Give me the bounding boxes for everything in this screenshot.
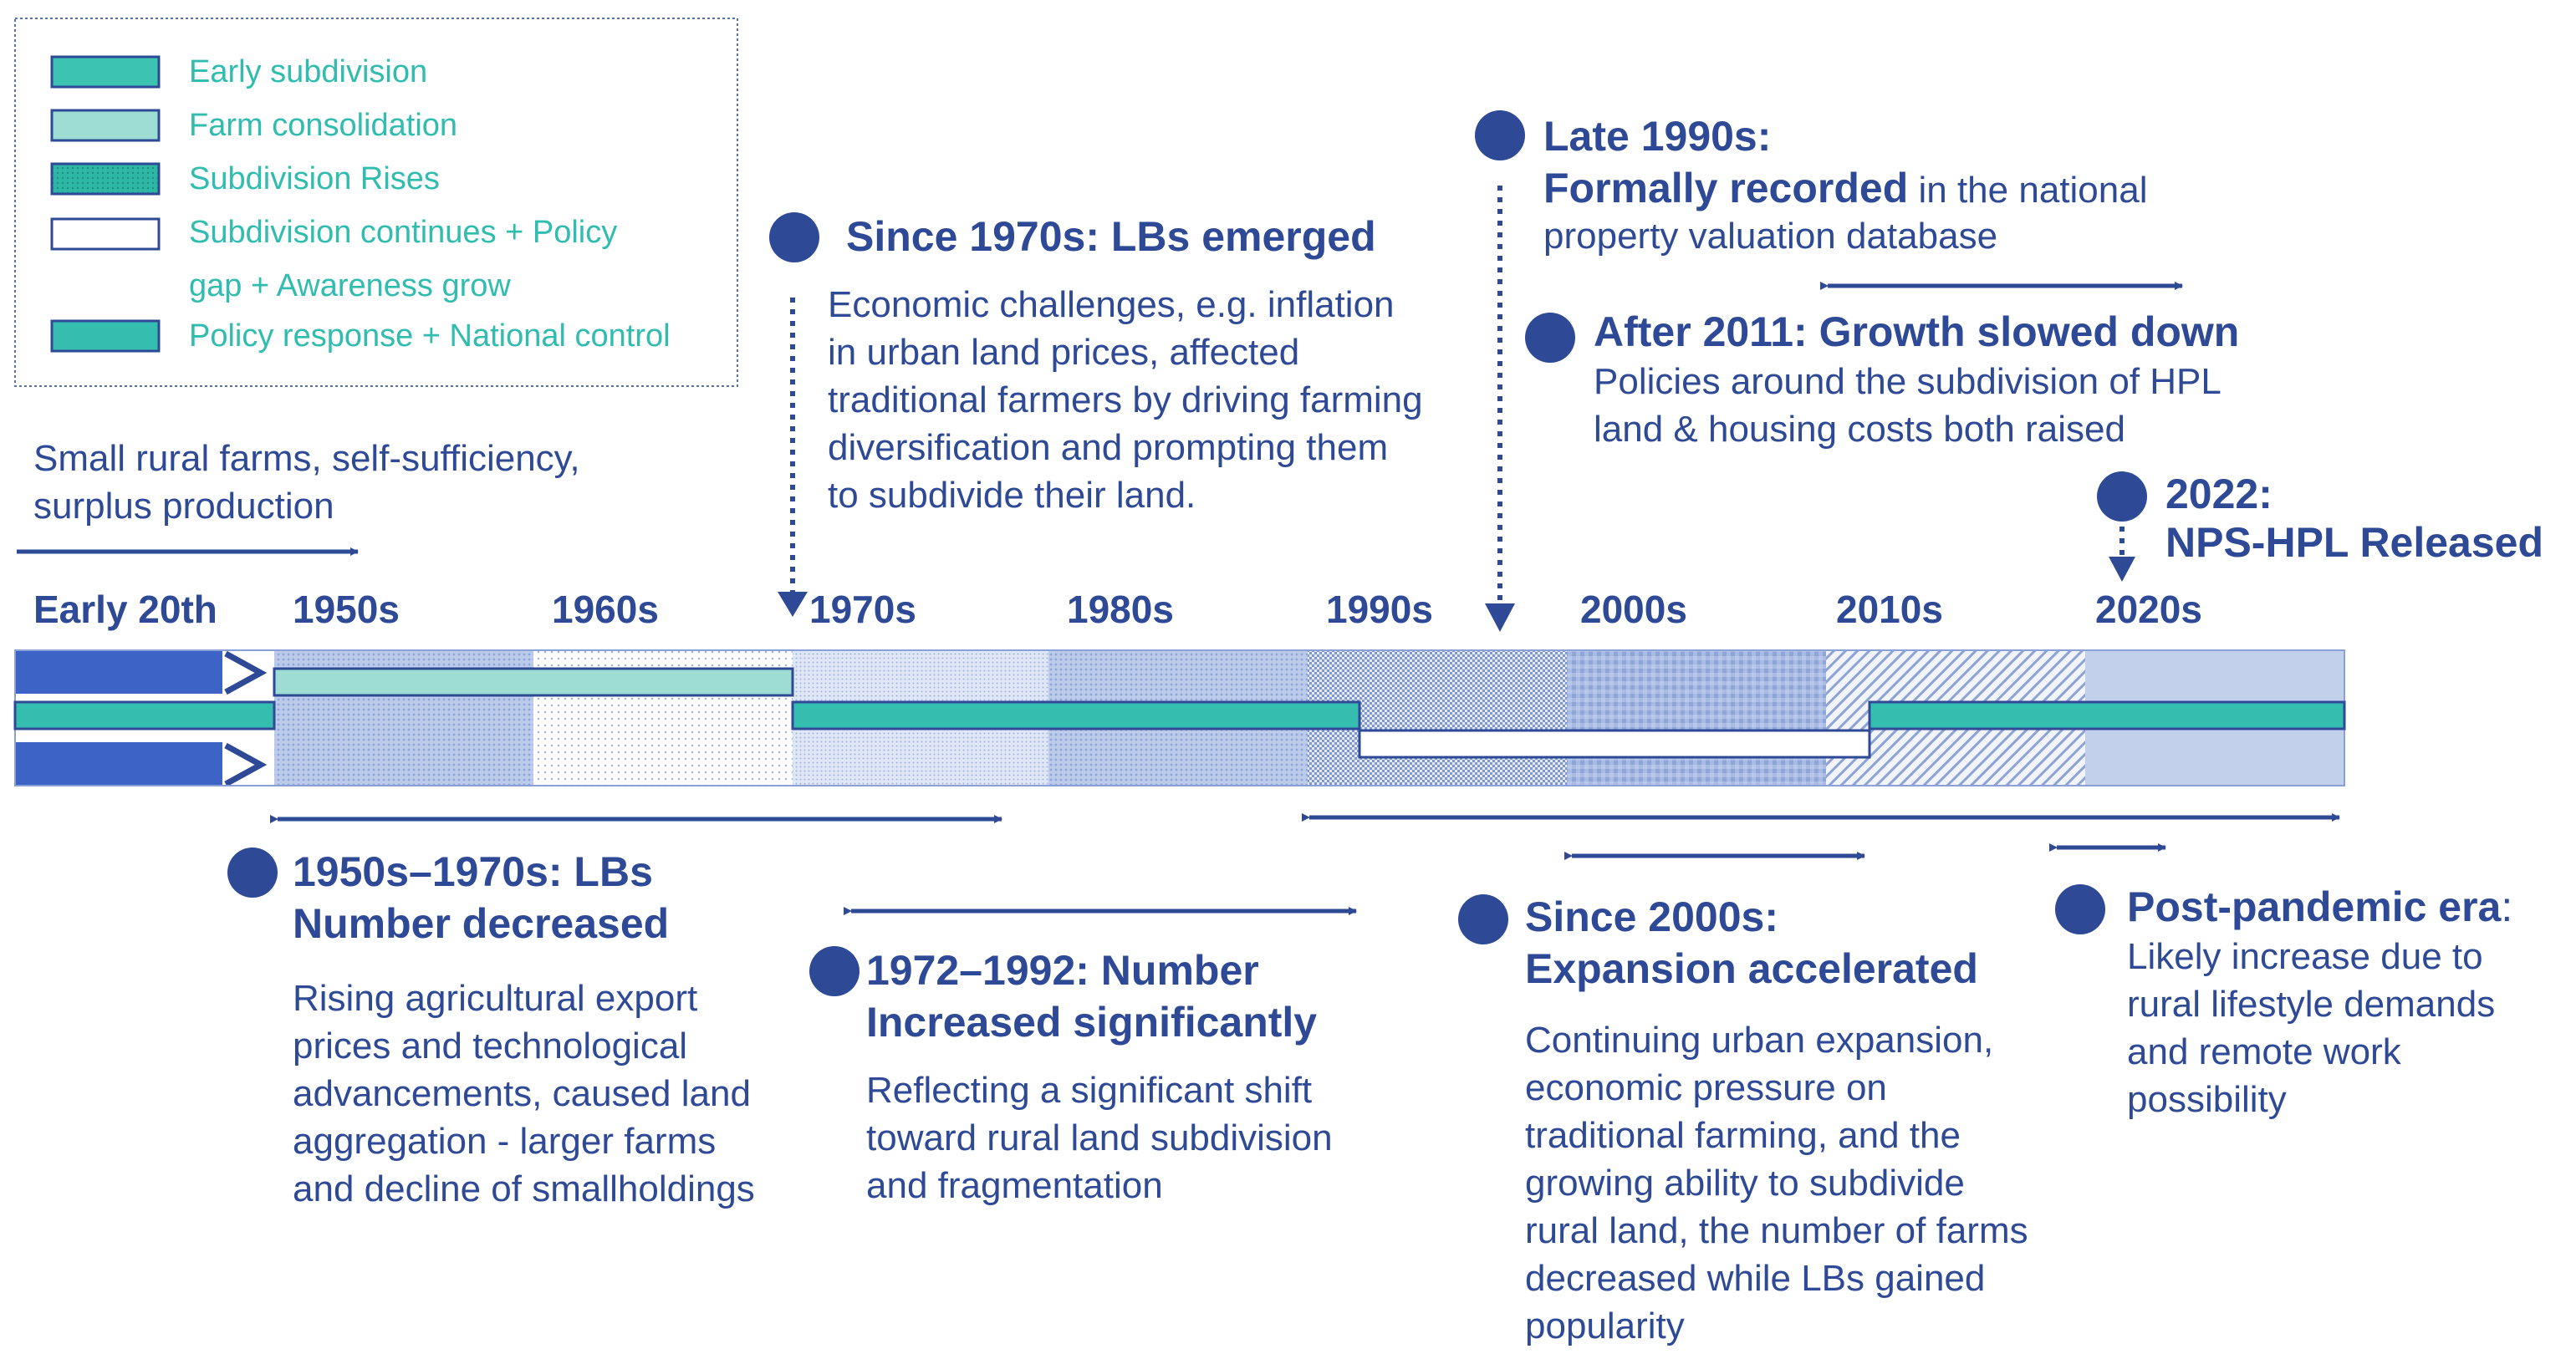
band-national-control [1868, 700, 2346, 730]
since1970-title: Since 1970s: LBs emerged [846, 213, 1376, 260]
e1972-line: Reflecting a significant shift [866, 1070, 1313, 1111]
legend-label-policy-gap-line2: gap + Awareness grow [189, 268, 511, 303]
band-early-subdivision [13, 700, 276, 730]
after2011-line: Policies around the subdivision of HPL [1594, 361, 2221, 402]
chevron-icon [224, 742, 268, 787]
legend-label-early: Early subdivision [189, 54, 428, 89]
late1990-bold: Formally recorded [1543, 165, 1909, 211]
since1970-line: diversification and prompting them [828, 427, 1389, 468]
band-farm-consolidation [273, 667, 794, 697]
e1972-title-line2: Increased significantly [866, 999, 1318, 1046]
legend-swatch-policy-gap [50, 217, 161, 251]
since1970-line: in urban land prices, affected [828, 332, 1300, 373]
marker-dot-late1990 [1475, 110, 1525, 160]
y2022-title-line1: 2022: [2165, 471, 2272, 517]
late1990-title: Late 1990s: [1543, 113, 1772, 160]
since2000-title-line1: Since 2000s: [1525, 893, 1778, 940]
era-label-early20th: Early 20th [33, 588, 217, 631]
since2000-line: decreased while LBs gained [1525, 1258, 1986, 1299]
e1950-title-line1: 1950s–1970s: LBs [293, 848, 653, 895]
marker-dot-postpandemic [2055, 884, 2105, 934]
postpandemic-line: and remote work [2127, 1031, 2401, 1072]
era-label-2020s: 2020s [2095, 588, 2202, 631]
e1972-line: and fragmentation [866, 1165, 1163, 1206]
postpandemic-title-colon: : [2501, 883, 2513, 930]
postpandemic-title: Post-pandemic era: [2127, 881, 2512, 933]
intro-line1: Small rural farms, self-sufficiency, [33, 438, 580, 479]
e1950-line: aggregation - larger farms [293, 1121, 717, 1162]
era-label-2000s: 2000s [1580, 588, 1687, 631]
since2000-line: popularity [1525, 1306, 1685, 1346]
e1972-title-line1: 1972–1992: Number [866, 947, 1259, 994]
since2000-line: traditional farming, and the [1525, 1115, 1961, 1156]
late1990-rest: in the national [1908, 170, 2148, 211]
marker-dot-after2011 [1525, 313, 1575, 363]
legend-swatch-consolidation [50, 109, 161, 142]
postpandemic-line: possibility [2127, 1079, 2287, 1120]
since2000-line: economic pressure on [1525, 1067, 1887, 1108]
postpandemic-line: rural lifestyle demands [2127, 984, 2496, 1025]
since2000-line: growing ability to subdivide [1525, 1163, 1965, 1204]
marker-dot-2022 [2097, 471, 2147, 522]
block-2000s [1567, 650, 1826, 786]
era-label-2010s: 2010s [1836, 588, 1943, 631]
pointer-head-1970 [778, 592, 808, 617]
y2022-title-line2: NPS-HPL Released [2165, 519, 2544, 566]
legend-label-consolidation: Farm consolidation [189, 108, 458, 143]
era-label-1990s: 1990s [1326, 588, 1433, 631]
legend-box [14, 18, 738, 387]
era-label-1950s: 1950s [293, 588, 400, 631]
era-label-1960s: 1960s [552, 588, 659, 631]
era-label-1970s: 1970s [809, 588, 916, 631]
marker-dot-since2000 [1458, 894, 1508, 944]
e1950-line: advancements, caused land [293, 1073, 751, 1114]
pointer-head-2022 [2109, 557, 2135, 582]
since1970-line: Economic challenges, e.g. inflation [828, 284, 1395, 325]
bar-early-top [15, 650, 222, 694]
late1990-line3: property valuation database [1543, 216, 1998, 257]
legend-swatch-national-control [50, 319, 161, 353]
marker-dot-1950-1970 [227, 848, 278, 898]
intro-line2: surplus production [33, 486, 334, 527]
marker-dot-since1970 [769, 212, 819, 262]
e1950-line: prices and technological [293, 1026, 688, 1066]
legend-label-rises: Subdivision Rises [189, 161, 440, 196]
e1950-line: and decline of smallholdings [293, 1168, 755, 1209]
late1990-line2: Formally recorded in the national [1543, 162, 2147, 214]
after2011-title: After 2011: Growth slowed down [1594, 308, 2240, 355]
since2000-title-line2: Expansion accelerated [1525, 945, 1978, 992]
e1972-line: toward rural land subdivision [866, 1117, 1333, 1158]
pointer-head-1990 [1485, 603, 1515, 632]
legend-label-national-control: Policy response + National control [189, 318, 671, 354]
e1950-line: Rising agricultural export [293, 978, 698, 1019]
since2000-line: Continuing urban expansion, [1525, 1020, 1994, 1061]
since1970-line: to subdivide their land. [828, 475, 1196, 516]
band-subdivision-rises [791, 700, 1361, 730]
legend-swatch-early [50, 55, 161, 89]
e1950-title-line2: Number decreased [293, 900, 670, 947]
postpandemic-line: Likely increase due to [2127, 936, 2483, 977]
since2000-line: rural land, the number of farms [1525, 1210, 2028, 1251]
after2011-line: land & housing costs both raised [1594, 409, 2125, 450]
chevron-icon [224, 650, 268, 695]
postpandemic-title-text: Post-pandemic era [2127, 883, 2502, 930]
since1970-line: traditional farmers by driving farming [828, 379, 1423, 420]
bar-early-bottom [15, 742, 222, 786]
band-policy-gap [1358, 729, 1871, 759]
legend-swatch-rises [50, 162, 161, 196]
marker-dot-1972-1992 [809, 946, 860, 996]
legend-label-policy-gap-line1: Subdivision continues + Policy [189, 215, 618, 250]
era-label-1980s: 1980s [1067, 588, 1174, 631]
